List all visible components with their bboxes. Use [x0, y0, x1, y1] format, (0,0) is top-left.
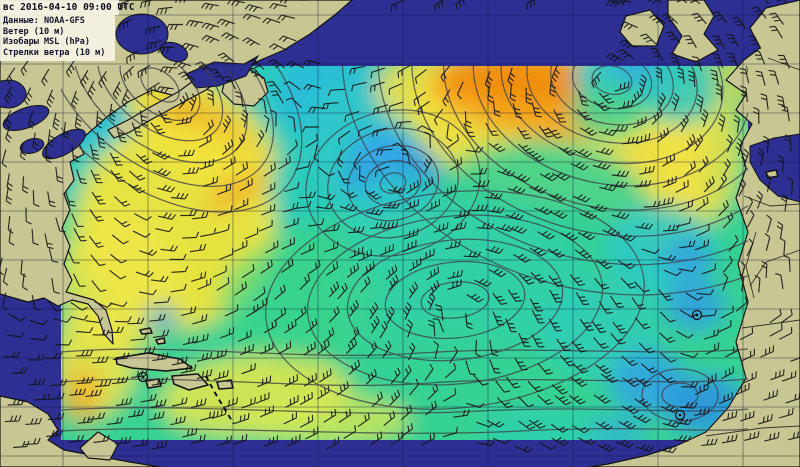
- isobar-layer: [61, 66, 748, 434]
- wind-layer-label: Ветер (10 м): [3, 26, 65, 37]
- front-line: [205, 375, 235, 425]
- legend-body: Данные: NOAA-GFS Ветер (10 м) Изобары MS…: [0, 15, 115, 61]
- info-panel: вс 2016-04-10 09:00 UTC Данные: NOAA-GFS…: [0, 0, 135, 61]
- datetime-label: вс 2016-04-10 09:00 UTC: [0, 0, 135, 15]
- pressure-center-marker: [674, 409, 686, 421]
- arrows-layer-label: Стрелки ветра (10 м): [3, 47, 106, 58]
- data-source-label: Данные: NOAA-GFS: [3, 16, 85, 26]
- wind-barb-layer: [0, 0, 800, 454]
- isobars-layer-label: Изобары MSL (hPa): [3, 37, 90, 47]
- pressure-center-marker: [691, 309, 703, 321]
